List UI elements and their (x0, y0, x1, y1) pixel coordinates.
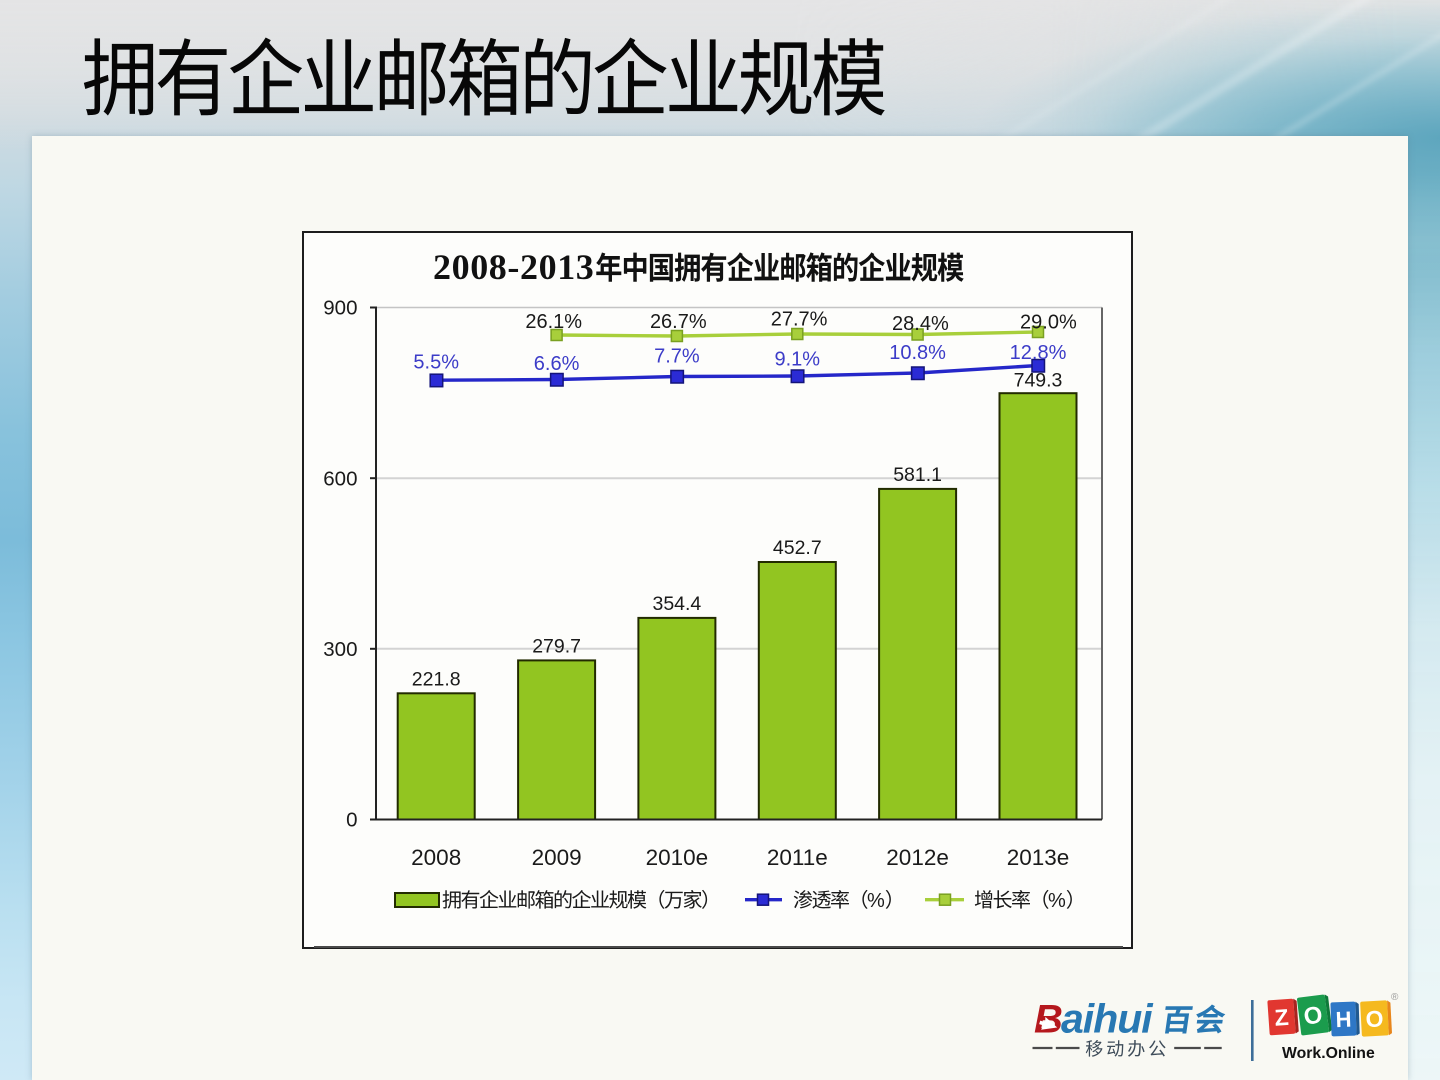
svg-text:279.7: 279.7 (532, 635, 581, 657)
svg-text:12.8%: 12.8% (1010, 342, 1067, 364)
svg-text:O: O (1365, 1005, 1384, 1032)
svg-text:Z: Z (1274, 1004, 1290, 1031)
svg-text:%: % (867, 890, 885, 912)
svg-text:Work.Online: Work.Online (1282, 1045, 1375, 1062)
svg-text:2013e: 2013e (1007, 845, 1070, 870)
svg-text:27.7%: 27.7% (771, 309, 828, 331)
svg-text:26.1%: 26.1% (525, 311, 582, 333)
svg-text:2008: 2008 (411, 845, 461, 870)
svg-text:6.6%: 6.6% (534, 353, 580, 375)
svg-text:900: 900 (323, 297, 357, 320)
svg-text:9.1%: 9.1% (775, 348, 821, 370)
svg-text:452.7: 452.7 (773, 537, 822, 559)
svg-text:aihui: aihui (1061, 996, 1154, 1042)
svg-text:354.4: 354.4 (652, 593, 701, 615)
svg-text:2010e: 2010e (646, 845, 709, 870)
svg-text:H: H (1335, 1007, 1352, 1033)
svg-text:2011e: 2011e (767, 845, 828, 870)
svg-text:%: % (1048, 890, 1066, 912)
svg-text:2009: 2009 (532, 845, 582, 870)
svg-text:581.1: 581.1 (893, 464, 942, 486)
svg-text:0: 0 (346, 809, 357, 832)
svg-text:®: ® (1391, 992, 1399, 1003)
svg-text:749.3: 749.3 (1014, 370, 1063, 392)
svg-text:29.0%: 29.0% (1020, 311, 1077, 333)
svg-text:B: B (1034, 998, 1063, 1042)
svg-text:2012e: 2012e (886, 845, 949, 870)
svg-text:28.4%: 28.4% (892, 313, 949, 335)
svg-text:300: 300 (323, 638, 357, 661)
svg-text:600: 600 (323, 467, 357, 490)
svg-text:7.7%: 7.7% (654, 346, 700, 368)
svg-text:O: O (1302, 1002, 1324, 1031)
svg-text:2008-2013: 2008-2013 (433, 247, 594, 287)
svg-text:26.7%: 26.7% (650, 311, 707, 333)
svg-text:10.8%: 10.8% (889, 342, 946, 364)
svg-text:5.5%: 5.5% (413, 351, 459, 373)
svg-text:221.8: 221.8 (412, 668, 461, 690)
